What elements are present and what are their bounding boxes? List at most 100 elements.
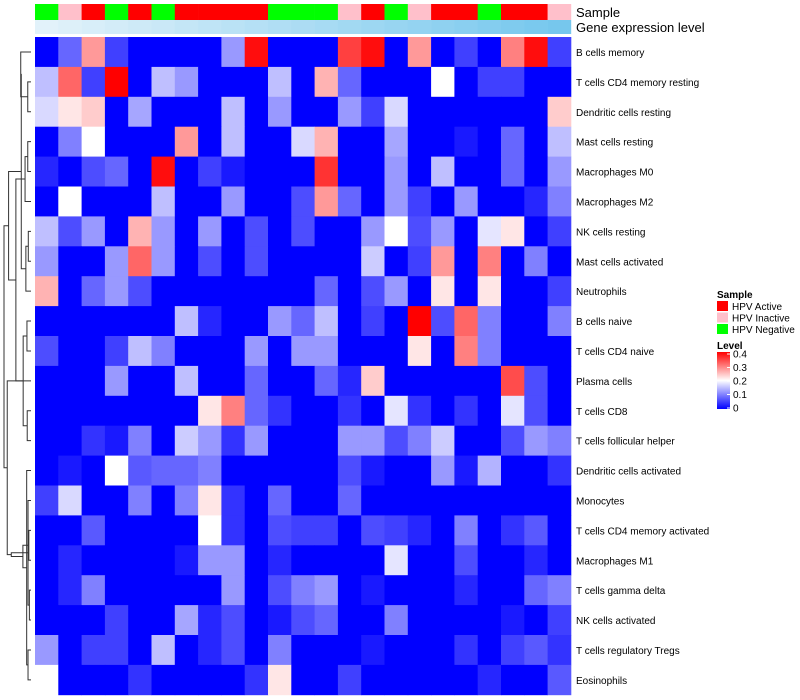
sample-annotation-cell [361, 4, 385, 20]
heatmap-cell [407, 664, 432, 696]
heatmap-cell [477, 126, 502, 157]
heatmap-cell [291, 605, 315, 636]
heatmap-cell [337, 66, 362, 98]
sample-legend-title: Sample [717, 290, 753, 301]
heatmap-cell [81, 365, 106, 397]
sample-annotation-cell [58, 4, 82, 20]
sample-annotation-cell [128, 4, 152, 20]
sample-annotation-cell [501, 4, 525, 20]
heatmap-cell [81, 96, 106, 128]
sample-legend-swatch [717, 312, 728, 323]
heatmap-cell [128, 126, 152, 157]
dendrogram-branch [8, 171, 22, 281]
heatmap-cell [58, 395, 82, 427]
sample-track-label: Sample [576, 5, 620, 20]
heatmap-cell [198, 156, 222, 187]
heatmap-cell [221, 246, 246, 277]
heatmap-cell [361, 336, 385, 367]
heatmap-cell [524, 156, 548, 187]
heatmap-cell [524, 664, 548, 696]
expression-annotation-cell [477, 20, 502, 34]
heatmap-cell [35, 96, 59, 128]
heatmap-cell [384, 575, 409, 606]
heatmap-cell [81, 635, 106, 666]
heatmap-cell [477, 575, 502, 606]
heatmap-cell [151, 664, 176, 696]
heatmap-cell [501, 605, 525, 636]
heatmap-cell [314, 156, 339, 187]
heatmap-cell [291, 96, 315, 128]
heatmap-cell [291, 545, 315, 576]
heatmap-cell [128, 156, 152, 187]
heatmap-cell [547, 515, 572, 546]
heatmap-cell [314, 216, 339, 247]
heatmap-cell [58, 605, 82, 636]
heatmap-cell [81, 216, 106, 247]
heatmap-cell [501, 515, 525, 546]
heatmap-cell [35, 37, 59, 68]
heatmap-cell [104, 156, 129, 187]
heatmap-cell [268, 425, 292, 456]
heatmap-cell [547, 156, 572, 187]
heatmap-cell [477, 156, 502, 187]
heatmap-cell [524, 306, 548, 337]
heatmap-cell [174, 37, 199, 68]
heatmap-cell [268, 126, 292, 157]
heatmap-cell [174, 395, 199, 427]
heatmap-cell [151, 246, 176, 277]
expression-annotation-cell [81, 20, 106, 34]
heatmap-cell [35, 545, 59, 576]
heatmap-cell [361, 96, 385, 128]
heatmap-cell [151, 605, 176, 636]
heatmap-cell [128, 664, 152, 696]
heatmap-cell [407, 216, 432, 247]
expression-annotation-cell [524, 20, 548, 34]
heatmap-cell [268, 306, 292, 337]
heatmap-cell [221, 156, 246, 187]
heatmap-cell [431, 664, 455, 696]
heatmap-cell [361, 635, 385, 666]
heatmap-cell [198, 365, 222, 397]
heatmap-cell [477, 425, 502, 456]
heatmap-cell [314, 395, 339, 427]
heatmap-cell [58, 276, 82, 307]
heatmap-cell [431, 37, 455, 68]
heatmap-cell [524, 455, 548, 486]
heatmap-cell [431, 425, 455, 456]
heatmap-cell [198, 96, 222, 128]
heatmap-cell [221, 455, 246, 486]
heatmap-cell [221, 635, 246, 666]
heatmap-cell [337, 37, 362, 68]
heatmap-cell [431, 485, 455, 516]
heatmap-cells [35, 37, 572, 696]
sample-annotation-cell [244, 4, 269, 20]
level-tick-label: 0.1 [733, 390, 747, 401]
heatmap-cell [314, 186, 339, 217]
heatmap-cell [524, 515, 548, 546]
expression-annotation-cell [314, 20, 339, 34]
heatmap-cell [268, 515, 292, 546]
heatmap-cell [174, 635, 199, 666]
heatmap-cell [407, 455, 432, 486]
heatmap-cell [384, 455, 409, 486]
heatmap-cell [151, 216, 176, 247]
heatmap-cell [104, 246, 129, 277]
heatmap-cell [454, 156, 479, 187]
heatmap-cell [268, 395, 292, 427]
sample-annotation-cell [384, 4, 409, 20]
heatmap-cell [314, 126, 339, 157]
heatmap-cell [81, 276, 106, 307]
heatmap-cell [337, 455, 362, 486]
heatmap-cell [547, 246, 572, 277]
heatmap-cell [337, 276, 362, 307]
row-label: Monocytes [576, 496, 624, 507]
heatmap-cell [361, 664, 385, 696]
heatmap-cell [58, 635, 82, 666]
row-label: Macrophages M1 [576, 556, 654, 567]
heatmap-cell [477, 605, 502, 636]
heatmap-cell [407, 575, 432, 606]
heatmap-cell [81, 336, 106, 367]
heatmap-cell [384, 425, 409, 456]
heatmap-cell [477, 96, 502, 128]
heatmap-cell [221, 365, 246, 397]
